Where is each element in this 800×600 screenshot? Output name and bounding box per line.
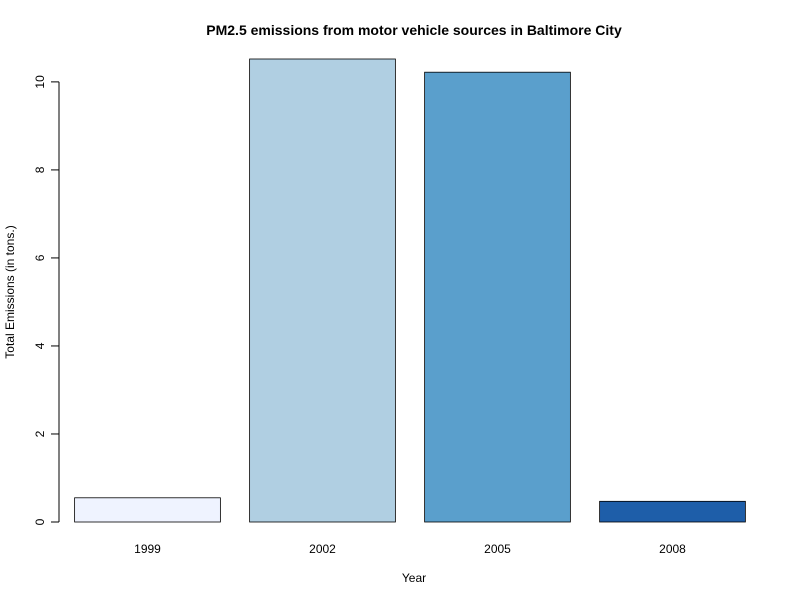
x-axis-label: Year (402, 571, 426, 585)
y-axis-label: Total Emissions (in tons.) (3, 225, 17, 358)
y-tick-label: 2 (33, 430, 47, 437)
x-category-label: 2002 (309, 542, 336, 556)
y-tick-label: 10 (33, 75, 47, 89)
bar-1999 (74, 497, 221, 523)
bar-2002 (249, 58, 396, 523)
x-category-label: 2005 (484, 542, 511, 556)
x-category-label: 1999 (134, 542, 161, 556)
chart-title: PM2.5 emissions from motor vehicle sourc… (206, 22, 622, 38)
y-tick-label: 8 (33, 166, 47, 173)
x-category-label: 2008 (659, 542, 686, 556)
bar-2005 (424, 71, 571, 523)
y-tick-label: 4 (33, 342, 47, 349)
bars-group (74, 58, 746, 523)
y-tick-label: 6 (33, 254, 47, 261)
y-tick-label: 0 (33, 518, 47, 525)
y-axis: 0 2 4 6 8 10 (33, 75, 60, 525)
x-category-labels: 1999 2002 2005 2008 (134, 542, 686, 556)
bar-2008 (599, 500, 746, 523)
